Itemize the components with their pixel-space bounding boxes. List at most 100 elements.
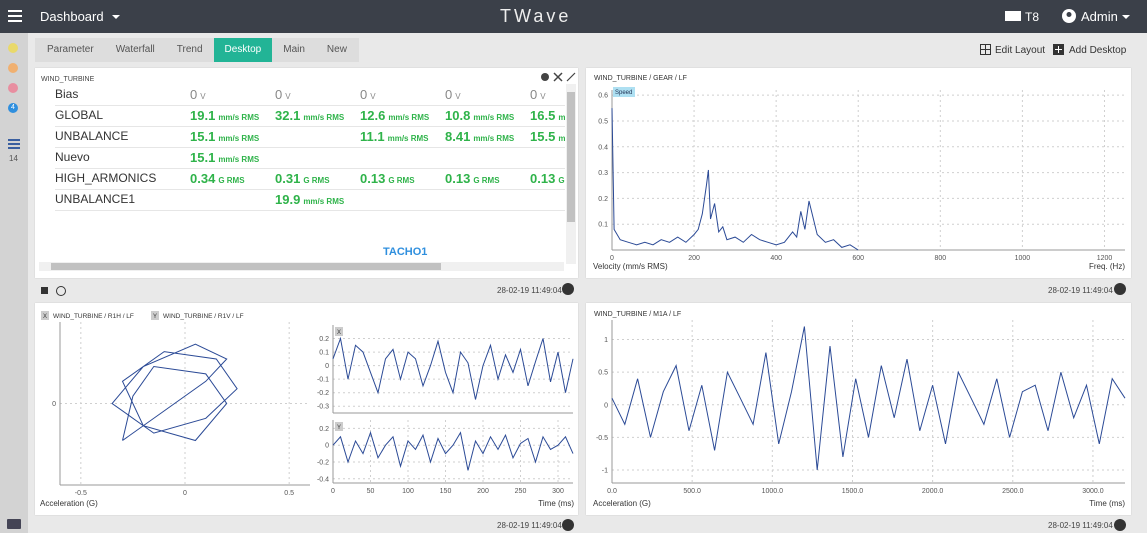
cell-value: 12.6 — [360, 108, 386, 123]
sidebar: 4 14 — [0, 33, 28, 533]
grid-icon — [980, 44, 991, 55]
timestamp: 28-02-19 11:49:04 — [1048, 521, 1113, 530]
cell: 10.8 mm/s RMS — [445, 105, 514, 128]
cell-value: 11.1 — [360, 129, 385, 144]
v-scrollbar[interactable] — [566, 84, 576, 264]
caret — [1122, 15, 1130, 19]
list-icon[interactable] — [8, 139, 20, 149]
cell-unit: mm/s RMS — [388, 113, 430, 122]
status-dot[interactable] — [8, 43, 18, 53]
cell: 15.5mm/s — [530, 126, 565, 149]
status-dot[interactable] — [8, 63, 18, 73]
status-dot[interactable] — [8, 83, 18, 93]
panel-controls[interactable] — [540, 71, 576, 83]
edit-layout[interactable]: Edit Layout — [995, 45, 1046, 56]
cell-value: 32.1 — [275, 108, 301, 123]
cell: 8.41 mm/s RMS — [445, 126, 514, 149]
h-scrollbar[interactable] — [39, 262, 564, 271]
cell-value: 0 — [275, 87, 283, 102]
table-row: GLOBAL 19.1 mm/s RMS 32.1 mm/s RMS 12.6 mm/s R… — [55, 105, 565, 127]
tab[interactable]: Desktop — [213, 38, 273, 62]
cell-unit: V — [455, 92, 461, 101]
info-icon[interactable] — [562, 519, 574, 531]
device[interactable]: T8 — [1025, 10, 1040, 24]
cell: 0.13G RMS — [530, 168, 565, 191]
timestamp: 28-02-19 11:49:04 — [1048, 286, 1113, 295]
waveform-panel — [586, 303, 1131, 515]
row-name: UNBALANCE — [55, 129, 129, 143]
cell-unit: mm/s RMS — [303, 197, 345, 206]
badge[interactable]: 4 — [8, 103, 18, 113]
cell-unit: mm/s RMS — [303, 113, 345, 122]
brand: TWave — [500, 6, 572, 26]
table-row: Nuevo 15.1 mm/s RMS — [55, 147, 565, 169]
cell-unit: mm/s RMS — [218, 134, 260, 143]
cell-value: 0 — [530, 87, 538, 102]
cell: 19.1 mm/s RMS — [190, 105, 259, 128]
table-row: UNBALANCE 15.1 mm/s RMS 11.1 mm/s RMS 8.41 mm/… — [55, 126, 565, 148]
menu-icon[interactable] — [8, 10, 22, 22]
tab[interactable]: New — [326, 44, 347, 55]
tab[interactable]: Waterfall — [115, 44, 155, 55]
cell-unit: mm/s — [558, 113, 565, 122]
cell-unit: G RMS — [558, 176, 565, 185]
keyboard-icon[interactable] — [7, 519, 21, 529]
cell-unit: mm/s RMS — [473, 113, 515, 122]
device-icon — [1005, 11, 1021, 21]
cell-unit: mm/s — [558, 134, 565, 143]
timestamp: 28-02-19 11:49:04 — [497, 521, 562, 530]
cell: 16.5mm/s — [530, 105, 565, 128]
cell-value: 0.13 — [445, 171, 471, 186]
cell-value: 15.1 — [190, 150, 216, 165]
tab[interactable]: Main — [283, 44, 305, 55]
panel-actions[interactable] — [40, 285, 70, 297]
tab-bar: Parameter Waterfall Trend Desktop Main New — [35, 38, 359, 62]
cell: 11.1 mm/s RMS — [360, 126, 429, 149]
table-footer: TACHO1 — [383, 246, 428, 258]
panel-title: WIND_TURBINE — [41, 76, 95, 83]
cell-value: 0.13 — [530, 171, 556, 186]
tab[interactable]: Parameter — [47, 44, 94, 55]
cell-value: 19.1 — [190, 108, 216, 123]
user-icon — [1062, 9, 1076, 23]
user-menu[interactable]: Admin — [1081, 9, 1118, 24]
tab[interactable]: Trend — [176, 44, 203, 55]
timestamp: 28-02-19 11:49:04 — [497, 286, 562, 295]
cell-unit: V — [540, 92, 546, 101]
cell-value: 15.1 — [190, 129, 216, 144]
cell: 15.1 mm/s RMS — [190, 126, 259, 149]
cell-unit: G RMS — [218, 176, 245, 185]
cell-unit: G RMS — [303, 176, 330, 185]
dashboard-menu[interactable]: Dashboard — [40, 9, 104, 24]
cell-value: 15.5 — [530, 129, 556, 144]
cell-value: 0.31 — [275, 171, 301, 186]
row-name: Nuevo — [55, 150, 90, 164]
row-name: HIGH_ARMONICS — [55, 171, 157, 185]
cell-unit: mm/s RMS — [473, 134, 515, 143]
info-icon[interactable] — [562, 283, 574, 295]
cell: 19.9 mm/s RMS — [275, 189, 344, 212]
info-icon[interactable] — [1114, 519, 1126, 531]
cell-unit: G RMS — [473, 176, 500, 185]
cell-unit: V — [285, 92, 291, 101]
cell-unit: V — [200, 92, 206, 101]
row-name: GLOBAL — [55, 108, 104, 122]
cell-unit: V — [370, 92, 376, 101]
cell-unit: mm/s RMS — [218, 113, 260, 122]
table-panel: WIND_TURBINE Bias 0 V 0 V 0 V 0 V 0 V GLOBAL 19.1 mm/… — [35, 68, 578, 278]
cell-value: 0.13 — [360, 171, 386, 186]
info-icon[interactable] — [1114, 283, 1126, 295]
cell-unit: mm/s RMS — [387, 134, 429, 143]
navbar: Dashboard TWave T8 Admin — [0, 0, 1147, 33]
cell: 15.1 mm/s RMS — [190, 147, 259, 170]
add-desktop[interactable]: Add Desktop — [1069, 45, 1127, 56]
spectrum-panel — [586, 68, 1131, 278]
count: 14 — [9, 154, 18, 163]
add-icon — [1053, 44, 1064, 55]
cell-value: 19.9 — [275, 192, 301, 207]
